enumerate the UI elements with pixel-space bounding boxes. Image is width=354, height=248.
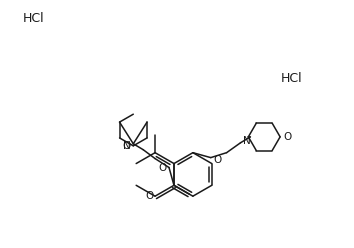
Text: O: O: [158, 162, 166, 173]
Text: O: O: [283, 132, 291, 142]
Text: N: N: [242, 136, 250, 146]
Text: N: N: [124, 141, 131, 151]
Text: O: O: [122, 141, 131, 151]
Text: O: O: [145, 191, 153, 201]
Text: HCl: HCl: [281, 72, 303, 85]
Text: HCl: HCl: [23, 12, 45, 25]
Text: O: O: [213, 155, 222, 165]
